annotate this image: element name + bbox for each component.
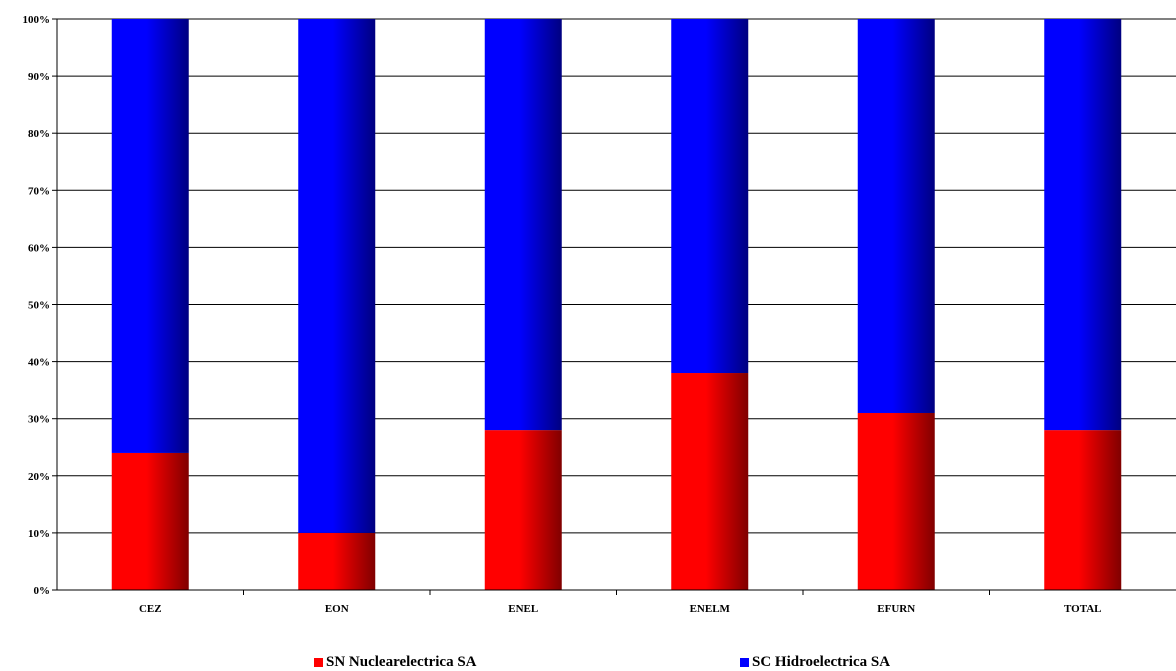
gridlines: [57, 18, 1176, 591]
y-tick-label: 0%: [34, 585, 51, 597]
y-tick-label: 70%: [28, 185, 50, 197]
bar-eon-series-0: [298, 532, 376, 590]
x-tick-label: CEZ: [139, 603, 162, 615]
bar-cez-series-1: [111, 19, 189, 453]
x-tick-label: ENEL: [508, 603, 538, 615]
y-tick-label: 60%: [28, 242, 50, 254]
bar-enel-series-1: [484, 19, 562, 431]
legend-label: SC Hidroelectrica SA: [752, 654, 891, 670]
bar-total-series-1: [1044, 19, 1122, 431]
bars: [111, 19, 1122, 590]
x-tick-label: EFURN: [877, 603, 915, 615]
stacked-bar-chart: 0% 10% 20% 30% 40% 50% 60% 70% 80% 90% 100% CEZ EON E…: [23, 14, 1176, 615]
legend-item-nuclearelectrica: SN Nuclearelectrica SA: [314, 654, 477, 671]
y-tick-label: 30%: [28, 414, 50, 426]
y-tick-label: 100%: [23, 14, 51, 26]
y-tick-label: 90%: [28, 71, 50, 83]
y-tick-label: 80%: [28, 128, 50, 140]
legend-item-hidroelectrica: SC Hidroelectrica SA: [740, 654, 890, 671]
bar-enelm-series-1: [671, 19, 749, 374]
bar-efurn-series-0: [857, 412, 935, 590]
x-tick-label: EON: [325, 603, 349, 615]
legend-swatch-red: [314, 658, 323, 667]
y-tick-label: 10%: [28, 528, 50, 540]
legend-swatch-blue: [740, 658, 749, 667]
legend-label: SN Nuclearelectrica SA: [326, 654, 477, 670]
x-tick-label: TOTAL: [1064, 603, 1102, 615]
bar-enel-series-0: [484, 430, 562, 590]
legend: SN Nuclearelectrica SA SC Hidroelectrica…: [0, 654, 1176, 671]
y-tick-label: 20%: [28, 471, 50, 483]
bar-cez-series-0: [111, 452, 189, 590]
bar-eon-series-1: [298, 19, 376, 533]
y-tick-label: 40%: [28, 357, 50, 369]
x-tick-label: ENELM: [690, 603, 731, 615]
bar-total-series-0: [1044, 430, 1122, 590]
bar-efurn-series-1: [857, 19, 935, 413]
bar-enelm-series-0: [671, 373, 749, 590]
axes: 0% 10% 20% 30% 40% 50% 60% 70% 80% 90% 100% CEZ EON E…: [23, 14, 1176, 615]
y-tick-label: 50%: [28, 300, 50, 312]
